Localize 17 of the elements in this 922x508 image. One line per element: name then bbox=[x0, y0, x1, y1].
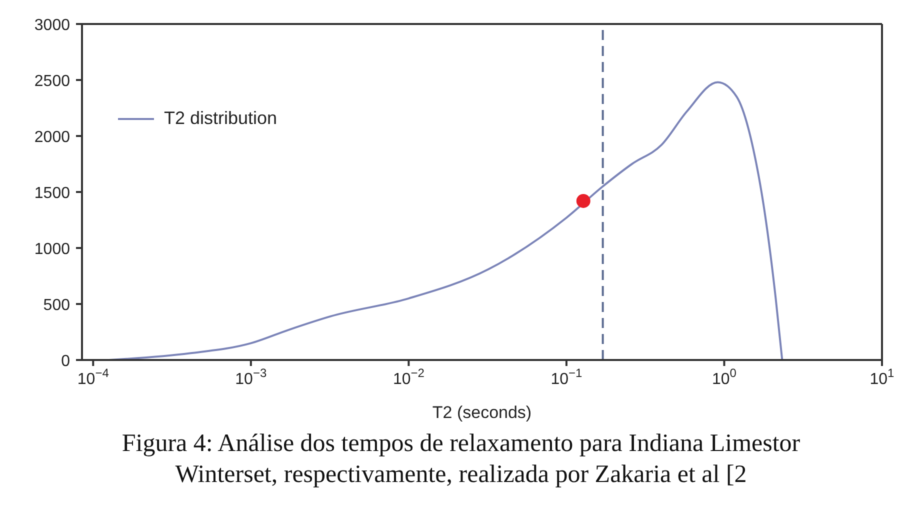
x-tick-label: 10$^{−4}$ bbox=[77, 366, 110, 388]
y-tick-label: 1500 bbox=[34, 185, 70, 202]
x-tick-label: 10$^{−1}$ bbox=[550, 366, 583, 388]
x-tick-label: 10$^{−3}$ bbox=[235, 366, 267, 388]
y-tick-label: 1000 bbox=[34, 241, 70, 258]
x-tick-label: 10$^{0}$ bbox=[712, 366, 737, 388]
x-axis-title: T2 (seconds) bbox=[432, 403, 532, 422]
y-tick-label: 0 bbox=[61, 353, 70, 370]
text: Winterset, respectivamente, realizada por Zakaria et al [2 bbox=[174, 460, 748, 490]
y-tick-label: 500 bbox=[43, 297, 70, 314]
x-tick-label: 10$^{1}$ bbox=[870, 366, 895, 388]
y-tick-label: 2000 bbox=[34, 129, 70, 146]
x-tick-label: 10$^{−2}$ bbox=[392, 366, 425, 388]
y-tick-label: 2500 bbox=[34, 73, 70, 90]
y-tick-label: 3000 bbox=[34, 17, 70, 34]
text: Figura 4: Análise dos tempos de relaxamento para Indiana Limestor bbox=[120, 429, 802, 459]
legend-label: T2 distribution bbox=[164, 108, 278, 129]
